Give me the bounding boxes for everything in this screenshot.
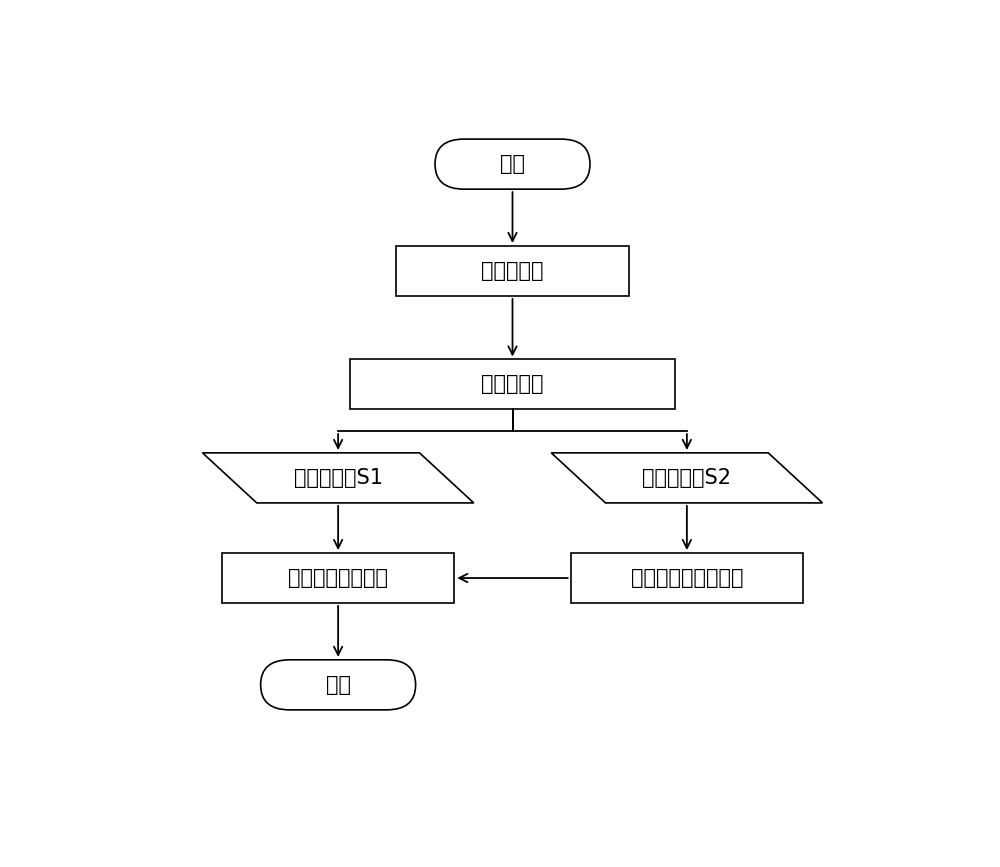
FancyBboxPatch shape <box>396 246 629 296</box>
FancyBboxPatch shape <box>435 139 590 189</box>
Polygon shape <box>202 453 474 503</box>
Text: 传感器标定: 传感器标定 <box>481 261 544 281</box>
Text: 结束: 结束 <box>326 675 351 694</box>
Text: 建立传感器逆模型: 建立传感器逆模型 <box>288 568 388 588</box>
Text: 数据预处理: 数据预处理 <box>481 375 544 394</box>
FancyBboxPatch shape <box>261 660 416 710</box>
Polygon shape <box>551 453 822 503</box>
Text: 训练样本集S1: 训练样本集S1 <box>294 468 383 488</box>
FancyBboxPatch shape <box>222 553 454 603</box>
Text: 量子粒子群优化算法: 量子粒子群优化算法 <box>631 568 743 588</box>
Text: 开始: 开始 <box>500 154 525 174</box>
Text: 测试样本集S2: 测试样本集S2 <box>642 468 731 488</box>
FancyBboxPatch shape <box>571 553 803 603</box>
FancyBboxPatch shape <box>350 360 675 409</box>
